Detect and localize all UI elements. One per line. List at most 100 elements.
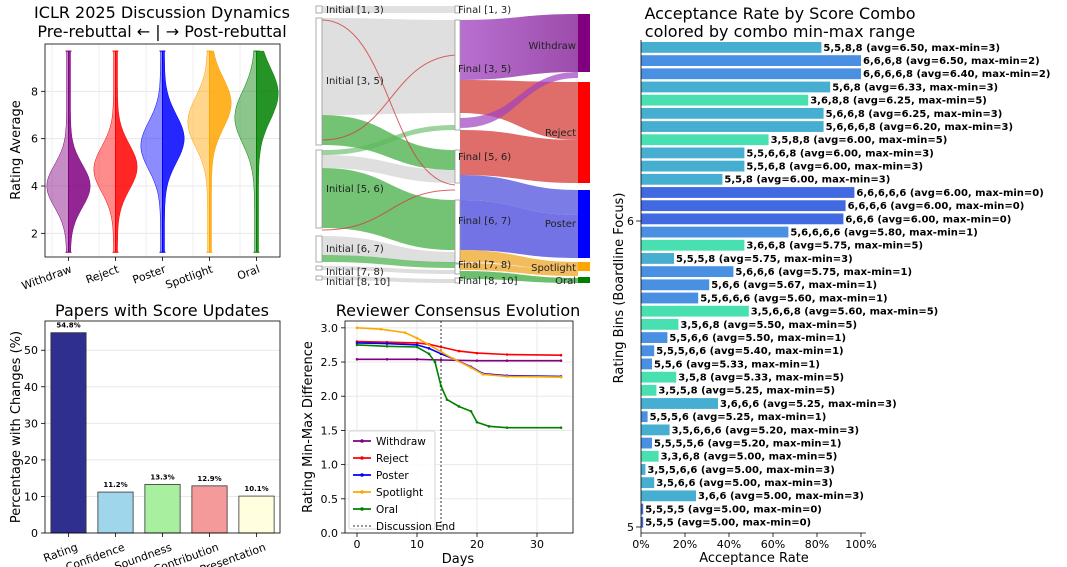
node-initial-7-8 [315, 265, 323, 271]
consensus-point-oral [385, 345, 389, 348]
node-initial-1-3 [315, 5, 323, 14]
consensus-ytick-label: 1.0 [321, 459, 339, 472]
acceptance-bar-label: 3,5,6,6,6 (avg=5.20, max-min=3) [672, 425, 859, 436]
acceptance-bar-label: 3,5,5,6,6 (avg=5.00, max-min=3) [647, 465, 834, 476]
flow-thin-red-2 [321, 54, 456, 141]
node-final-3-5 [454, 19, 461, 131]
violin-post-withdraw [68, 50, 91, 253]
acceptance-bar [641, 81, 831, 93]
legend-label-oral: Oral [376, 504, 398, 516]
acceptance-bar-label: 5,5,5,6,6 (avg=5.40, max-min=1) [656, 346, 843, 357]
acceptance-bar [641, 450, 659, 462]
acceptance-bar-label: 6,6,6 (avg=6.00, max-min=0) [845, 214, 1011, 225]
acceptance-chart: Acceptance Rate by Score Combo colored b… [612, 4, 1050, 566]
consensus-point-spotlight [427, 343, 431, 347]
consensus-ytick-label: 1.5 [321, 424, 339, 437]
updates-bar-presentation [238, 495, 275, 534]
violin-post-spotlight [209, 50, 232, 253]
consensus-xtick-label: 0 [354, 538, 361, 551]
acceptance-xtick-label: 40% [717, 538, 741, 551]
consensus-point-oral [457, 405, 461, 408]
sankey-diagram: Initial [1, 3) Initial [3, 5) Initial [5… [315, 5, 590, 288]
legend-label-poster: Poster [376, 470, 409, 482]
acceptance-xticks: 0% 20% 40% 60% 80% 100% [632, 533, 877, 551]
node-final-6-7 [454, 199, 461, 264]
consensus-yticks: 0.0 0.5 1.0 1.5 2.0 2.5 3.0 [321, 322, 345, 540]
node-reject [578, 82, 590, 183]
acceptance-bar [641, 371, 677, 383]
updates-value-label: 13.3% [150, 473, 174, 481]
legend-marker-spotlight [360, 490, 364, 494]
acceptance-bar [641, 55, 861, 67]
sankey-label-initial-6-7: Initial [6, 7) [326, 244, 384, 255]
consensus-point-oral [433, 360, 437, 364]
node-initial-6-7 [315, 235, 323, 263]
acceptance-bar [641, 134, 769, 146]
legend-label-withdraw: Withdraw [376, 436, 426, 448]
sankey-label-final-7-8: Final [7, 8) [458, 260, 511, 271]
violin-xtick-label: Reject [84, 262, 121, 286]
consensus-point-oral [559, 426, 563, 429]
consensus-point-spotlight [451, 357, 455, 360]
updates-bar-confidence [97, 491, 134, 534]
acceptance-bar-label: 3,6,6,8 (avg=5.75, max-min=5) [746, 241, 923, 252]
updates-xticks: RatingConfidenceSoundnessContributionPre… [42, 533, 268, 567]
acceptance-ytick-5: 5 [627, 521, 634, 534]
acceptance-bar [641, 516, 644, 528]
acceptance-title-line2: colored by combo min-max range [645, 22, 915, 41]
flow-final78-spotlight [460, 263, 578, 276]
consensus-line-spotlight [356, 327, 562, 378]
updates-ytick-label: 40 [24, 381, 38, 394]
consensus-xlabel: Days [442, 552, 475, 567]
violin-xtick-label: Withdraw [20, 263, 74, 293]
consensus-point-oral [505, 426, 509, 429]
acceptance-bar-label: 5,6,6 (avg=5.67, max-min=1) [711, 280, 877, 291]
consensus-lines [355, 321, 563, 533]
legend-marker-poster [360, 473, 364, 477]
violin-pre-oral [234, 50, 257, 253]
consensus-point-withdraw [355, 357, 359, 361]
acceptance-bar [641, 437, 652, 449]
flow-init78-final78 [322, 266, 455, 274]
acceptance-bar [641, 490, 696, 502]
consensus-xtick-label: 10 [410, 538, 424, 551]
flow-thin-red-1 [321, 19, 456, 186]
updates-title: Papers with Score Updates [55, 301, 269, 320]
node-initial-3-5 [315, 17, 323, 146]
acceptance-bar-label: 5,6,6,6,8 (avg=6.20, max-min=3) [826, 122, 1013, 133]
flow-init810-final810 [322, 276, 455, 283]
consensus-point-oral [355, 343, 359, 347]
acceptance-bar-label: 5,5,5,5,6 (avg=5.20, max-min=1) [654, 438, 841, 449]
acceptance-bar [641, 279, 710, 291]
updates-ytick-label: 50 [24, 344, 38, 357]
acceptance-bar-label: 5,5,5,8 (avg=5.75, max-min=3) [676, 254, 853, 265]
acceptance-bar [641, 173, 723, 185]
sankey-label-reject: Reject [545, 128, 576, 139]
legend-marker-oral [360, 507, 364, 511]
updates-value-label: 54.8% [56, 322, 80, 330]
acceptance-bar [641, 411, 648, 423]
violin-pre-spotlight [187, 50, 210, 253]
violin-title-line2: Pre-rebuttal ← | → Post-rebuttal [37, 22, 286, 41]
flow-init56-final67 [322, 168, 455, 250]
sankey-label-initial-1-3: Initial [1, 3) [326, 5, 384, 16]
acceptance-title-line1: Acceptance Rate by Score Combo [644, 4, 915, 23]
consensus-point-spotlight [355, 326, 359, 330]
sankey-label-initial-3-5: Initial [3, 5) [326, 76, 384, 87]
acceptance-bar [641, 200, 846, 212]
violin-ytick-label: 6 [31, 133, 38, 146]
acceptance-bar [641, 253, 674, 264]
violin-post-reject [115, 50, 138, 253]
acceptance-ytick-6: 6 [627, 215, 634, 228]
consensus-ylabel: Rating Min-Max Difference [301, 341, 316, 513]
sankey-label-oral: Oral [555, 276, 576, 287]
acceptance-bar-label: 5,5,6,6 (avg=5.50, max-min=1) [669, 333, 846, 344]
flow-init13-final13 [322, 6, 455, 13]
consensus-point-withdraw [439, 358, 443, 362]
acceptance-bar-label: 6,6,6,6 (avg=6.00, max-min=0) [848, 201, 1025, 212]
acceptance-bar-label: 3,6,6 (avg=5.00, max-min=3) [698, 491, 864, 502]
node-poster [578, 190, 590, 258]
acceptance-bar [641, 503, 644, 515]
updates-ytick-label: 10 [24, 490, 38, 503]
